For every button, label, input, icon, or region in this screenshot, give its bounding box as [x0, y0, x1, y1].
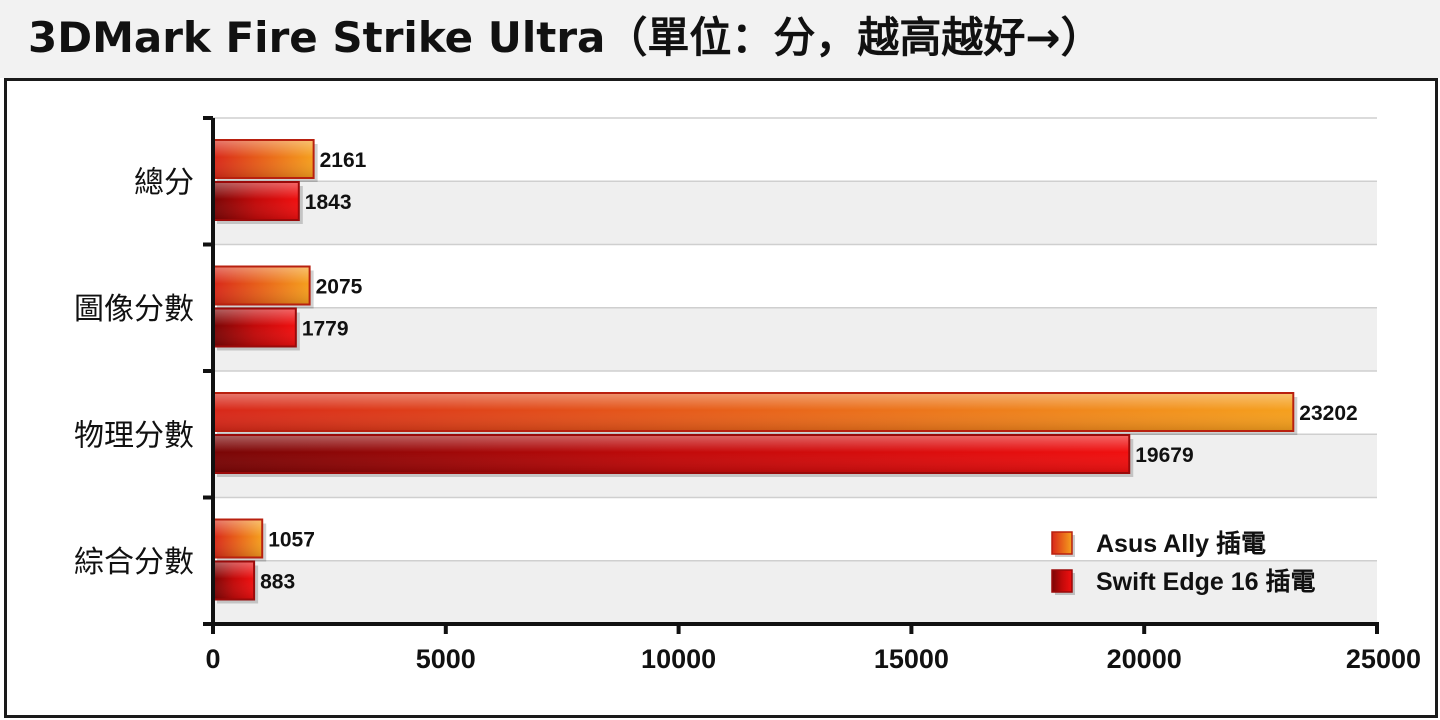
legend-swatch — [1051, 569, 1073, 593]
bar-highlight — [214, 309, 295, 346]
x-tick-label: 5000 — [416, 644, 476, 674]
x-tick-label: 0 — [205, 644, 220, 674]
bar-highlight — [214, 394, 1293, 430]
legend-swatch — [1051, 531, 1073, 555]
data-label: 2161 — [320, 149, 367, 172]
bar-highlight — [214, 562, 254, 599]
data-label: 1057 — [268, 529, 315, 552]
category-label: 圖像分數 — [74, 292, 194, 327]
category-label: 物理分數 — [74, 418, 194, 453]
bar-highlight — [214, 436, 1129, 472]
bar-highlight — [214, 520, 262, 557]
bar-highlight — [214, 267, 309, 304]
category-label: 總分 — [134, 165, 194, 200]
category-label: 綜合分數 — [74, 545, 194, 580]
x-tick-label: 10000 — [641, 644, 716, 674]
x-tick-label: 25000 — [1346, 644, 1421, 674]
legend-label: Swift Edge 16 插電 — [1096, 568, 1315, 596]
x-tick-label: 20000 — [1107, 644, 1182, 674]
bar-highlight — [214, 141, 313, 177]
category-band — [213, 181, 1377, 245]
chart-title: 3DMark Fire Strike Ultra（單位：分，越高越好→） — [28, 13, 1103, 62]
data-label: 883 — [260, 571, 295, 594]
category-band — [213, 560, 1377, 624]
data-label: 1843 — [305, 191, 352, 214]
x-tick-label: 15000 — [874, 644, 949, 674]
data-label: 19679 — [1135, 444, 1193, 467]
legend-label: Asus Ally 插電 — [1096, 530, 1266, 558]
bar-highlight — [214, 183, 298, 219]
data-label: 1779 — [302, 318, 349, 341]
data-label: 2075 — [316, 276, 363, 299]
category-band — [213, 307, 1377, 371]
data-label: 23202 — [1299, 402, 1357, 425]
title-band — [0, 0, 1440, 78]
